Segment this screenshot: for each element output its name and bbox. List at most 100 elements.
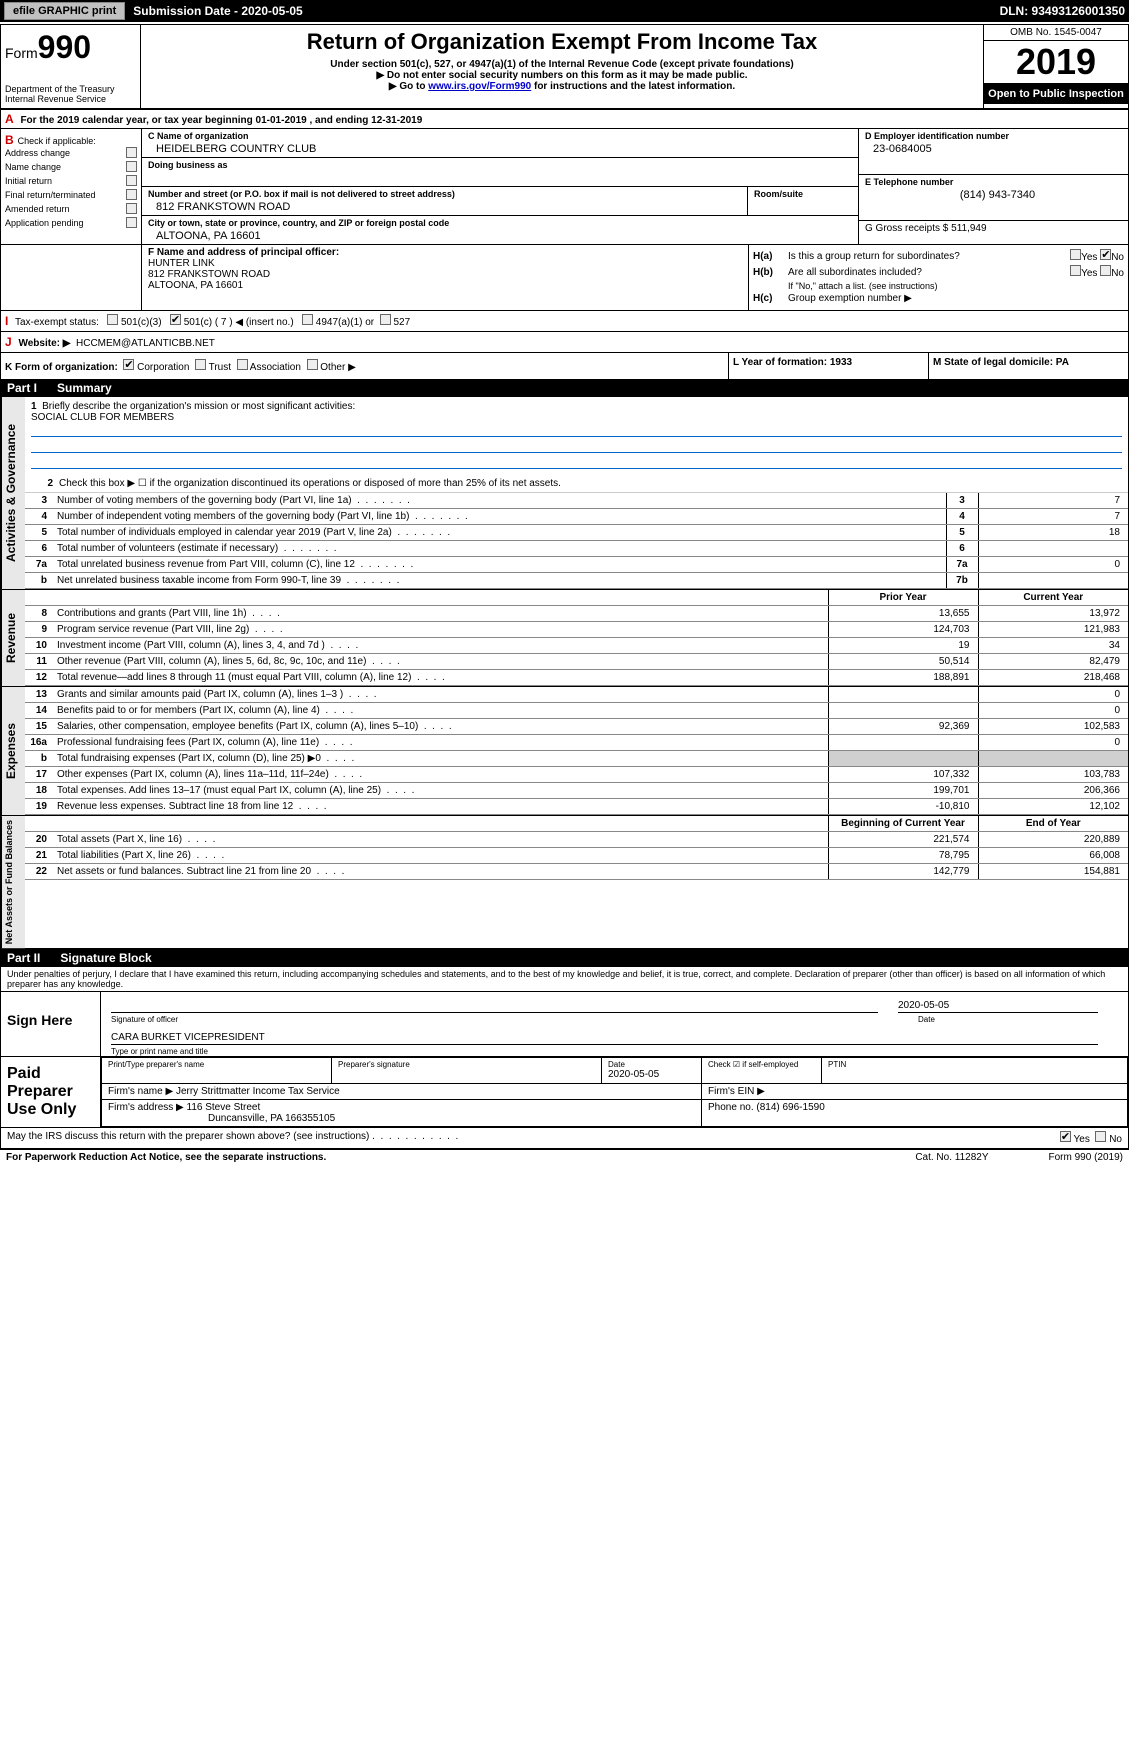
table-row: bNet unrelated business taxable income f…: [25, 573, 1128, 589]
hb-no-checkbox[interactable]: [1100, 265, 1111, 276]
org-name: HEIDELBERG COUNTRY CLUB: [148, 141, 852, 155]
firm-addr: 116 Steve Street: [187, 1102, 261, 1113]
tax-status-row: I Tax-exempt status: 501(c)(3) 501(c) ( …: [1, 310, 1128, 331]
phone-label: E Telephone number: [865, 177, 1122, 187]
table-row: 18Total expenses. Add lines 13–17 (must …: [25, 783, 1128, 799]
501c3-label: 501(c)(3): [121, 317, 162, 328]
table-row: 17Other expenses (Part IX, column (A), l…: [25, 767, 1128, 783]
governance-table: 3Number of voting members of the governi…: [25, 493, 1128, 589]
initial-return-checkbox[interactable]: [126, 175, 137, 186]
527-label: 527: [393, 317, 410, 328]
part-1-header: Part I Summary: [1, 379, 1128, 397]
other-checkbox[interactable]: [307, 359, 318, 370]
signature-block: Under penalties of perjury, I declare th…: [1, 967, 1128, 1149]
initial-return-label: Initial return: [5, 176, 52, 186]
net-assets-table: Beginning of Current Year End of Year 20…: [25, 816, 1128, 880]
hb-label: H(b): [753, 267, 788, 278]
4947-checkbox[interactable]: [302, 314, 313, 325]
subtitle-2: ▶ Do not enter social security numbers o…: [149, 70, 975, 81]
discuss-no: No: [1109, 1134, 1122, 1145]
501c3-checkbox[interactable]: [107, 314, 118, 325]
527-checkbox[interactable]: [380, 314, 391, 325]
officer-label: F Name and address of principal officer:: [148, 247, 339, 258]
governance-vertical-label: Activities & Governance: [1, 397, 25, 589]
form-org-label: Form of organization:: [15, 362, 118, 373]
addr-change-checkbox[interactable]: [126, 147, 137, 158]
section-f: F Name and address of principal officer:…: [141, 245, 748, 310]
ein-label: D Employer identification number: [865, 131, 1122, 141]
addr-change-label: Address change: [5, 148, 70, 158]
check-if-applicable: Check if applicable:: [18, 136, 96, 146]
corp-label: Corporation: [137, 362, 189, 373]
corp-checkbox[interactable]: [123, 359, 134, 370]
ha-label: H(a): [753, 251, 788, 262]
city-label: City or town, state or province, country…: [148, 218, 852, 228]
discuss-yes-checkbox[interactable]: [1060, 1131, 1071, 1142]
trust-checkbox[interactable]: [195, 359, 206, 370]
officer-addr2: ALTOONA, PA 16601: [148, 280, 742, 291]
part-1-label: Part I: [7, 381, 37, 395]
expenses-table: 13Grants and similar amounts paid (Part …: [25, 687, 1128, 815]
amended-return-checkbox[interactable]: [126, 203, 137, 214]
dept-text: Department of the Treasury Internal Reve…: [5, 84, 136, 104]
firm-ein-label: Firm's EIN ▶: [708, 1086, 765, 1097]
line-2-text: Check this box ▶ ☐ if the organization d…: [59, 478, 1122, 489]
discuss-no-checkbox[interactable]: [1095, 1131, 1106, 1142]
name-change-checkbox[interactable]: [126, 161, 137, 172]
table-row: 5Total number of individuals employed in…: [25, 525, 1128, 541]
irs-link[interactable]: www.irs.gov/Form990: [428, 81, 531, 92]
sign-date: 2020-05-05: [898, 1000, 1098, 1013]
part-2-label: Part II: [7, 951, 40, 965]
line-a-ending: , and ending 12-31-2019: [309, 115, 422, 126]
form-990-container: Form990 Department of the Treasury Inter…: [0, 24, 1129, 1150]
table-row: 6Total number of volunteers (estimate if…: [25, 541, 1128, 557]
table-row: 22Net assets or fund balances. Subtract …: [25, 864, 1128, 880]
no-label-2: No: [1111, 268, 1124, 279]
hb-text: Are all subordinates included?: [788, 267, 1070, 278]
ha-yes-checkbox[interactable]: [1070, 249, 1081, 260]
governance-section: Activities & Governance 1 Briefly descri…: [1, 397, 1128, 590]
line-1-num: 1: [31, 401, 37, 412]
assoc-checkbox[interactable]: [237, 359, 248, 370]
firm-phone: Phone no. (814) 696-1590: [708, 1102, 825, 1113]
section-h: H(a) Is this a group return for subordin…: [748, 245, 1128, 310]
form-title: Return of Organization Exempt From Incom…: [149, 29, 975, 55]
dba-label: Doing business as: [148, 160, 852, 170]
other-label: Other ▶: [320, 362, 355, 373]
year-formation: L Year of formation: 1933: [733, 357, 852, 368]
expenses-vertical-label: Expenses: [1, 687, 25, 815]
table-row: 20Total assets (Part X, line 16) . . . .…: [25, 832, 1128, 848]
discuss-text: May the IRS discuss this return with the…: [7, 1131, 369, 1142]
section-c: C Name of organization HEIDELBERG COUNTR…: [141, 129, 858, 244]
no-label: No: [1111, 252, 1124, 263]
hc-text: Group exemption number ▶: [788, 293, 1124, 304]
table-row: 7aTotal unrelated business revenue from …: [25, 557, 1128, 573]
table-row: 15Salaries, other compensation, employee…: [25, 719, 1128, 735]
hb-yes-checkbox[interactable]: [1070, 265, 1081, 276]
begin-year-header: Beginning of Current Year: [828, 816, 978, 832]
section-deg: D Employer identification number 23-0684…: [858, 129, 1128, 244]
open-to-public: Open to Public Inspection: [984, 84, 1128, 104]
officer-name: HUNTER LINK: [148, 258, 742, 269]
firm-city: Duncansville, PA 166355105: [108, 1113, 695, 1124]
table-row: 19Revenue less expenses. Subtract line 1…: [25, 799, 1128, 815]
final-return-checkbox[interactable]: [126, 189, 137, 200]
prep-date-label: Date: [608, 1060, 695, 1069]
part-1-title: Summary: [57, 381, 112, 395]
app-pending-checkbox[interactable]: [126, 217, 137, 228]
print-name-label: Print/Type preparer's name: [108, 1060, 325, 1069]
omb-number: OMB No. 1545-0047: [984, 25, 1128, 41]
room-label: Room/suite: [754, 189, 852, 199]
blue-line-3: [31, 455, 1122, 469]
letter-a: A: [5, 112, 14, 126]
ha-no-checkbox[interactable]: [1100, 249, 1111, 260]
form-footer: Form 990 (2019): [1049, 1152, 1123, 1163]
501c-checkbox[interactable]: [170, 314, 181, 325]
cat-no: Cat. No. 11282Y: [915, 1152, 988, 1163]
efile-button[interactable]: efile GRAPHIC print: [4, 2, 125, 20]
net-assets-section: Net Assets or Fund Balances Beginning of…: [1, 816, 1128, 949]
ha-text: Is this a group return for subordinates?: [788, 251, 1070, 262]
table-row: 4Number of independent voting members of…: [25, 509, 1128, 525]
table-row: 9Program service revenue (Part VIII, lin…: [25, 622, 1128, 638]
table-row: 12Total revenue—add lines 8 through 11 (…: [25, 670, 1128, 686]
